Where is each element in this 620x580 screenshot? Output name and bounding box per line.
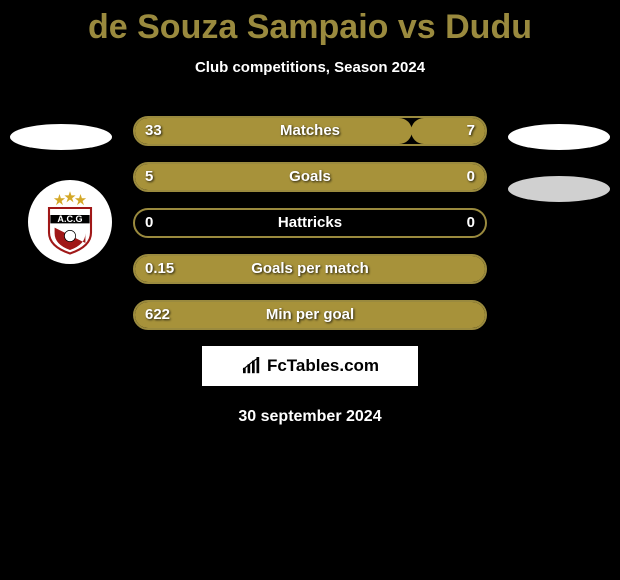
stat-value-right: 0	[467, 162, 475, 192]
stat-label: Goals per match	[133, 254, 487, 284]
stat-row: Matches33 7	[133, 116, 487, 146]
stat-row: Goals per match0.15	[133, 254, 487, 284]
snapshot-date: 30 september 2024	[0, 408, 620, 426]
comparison-title: de Souza Sampaio vs Dudu	[0, 0, 620, 47]
stat-label: Hattricks	[133, 208, 487, 238]
stat-value-left: 0.15	[145, 254, 174, 284]
comparison-subtitle: Club competitions, Season 2024	[0, 59, 620, 76]
stat-row: Hattricks0 0	[133, 208, 487, 238]
attribution-text: FcTables.com	[267, 356, 379, 376]
comparison-chart: Matches337Goals50Hattricks00Goals per ma…	[0, 116, 620, 426]
stat-label: Goals	[133, 162, 487, 192]
bar-chart-icon	[241, 357, 263, 375]
stat-value-right: 7	[467, 116, 475, 146]
stat-value-left: 33	[145, 116, 162, 146]
stat-value-left: 622	[145, 300, 170, 330]
attribution-box: FcTables.com	[202, 346, 418, 386]
stat-value-left: 5	[145, 162, 153, 192]
stat-label: Matches	[133, 116, 487, 146]
stat-row: Min per goal622	[133, 300, 487, 330]
stat-value-left: 0	[145, 208, 153, 238]
stat-value-right: 0	[467, 208, 475, 238]
stat-label: Min per goal	[133, 300, 487, 330]
stat-row: Goals5 0	[133, 162, 487, 192]
